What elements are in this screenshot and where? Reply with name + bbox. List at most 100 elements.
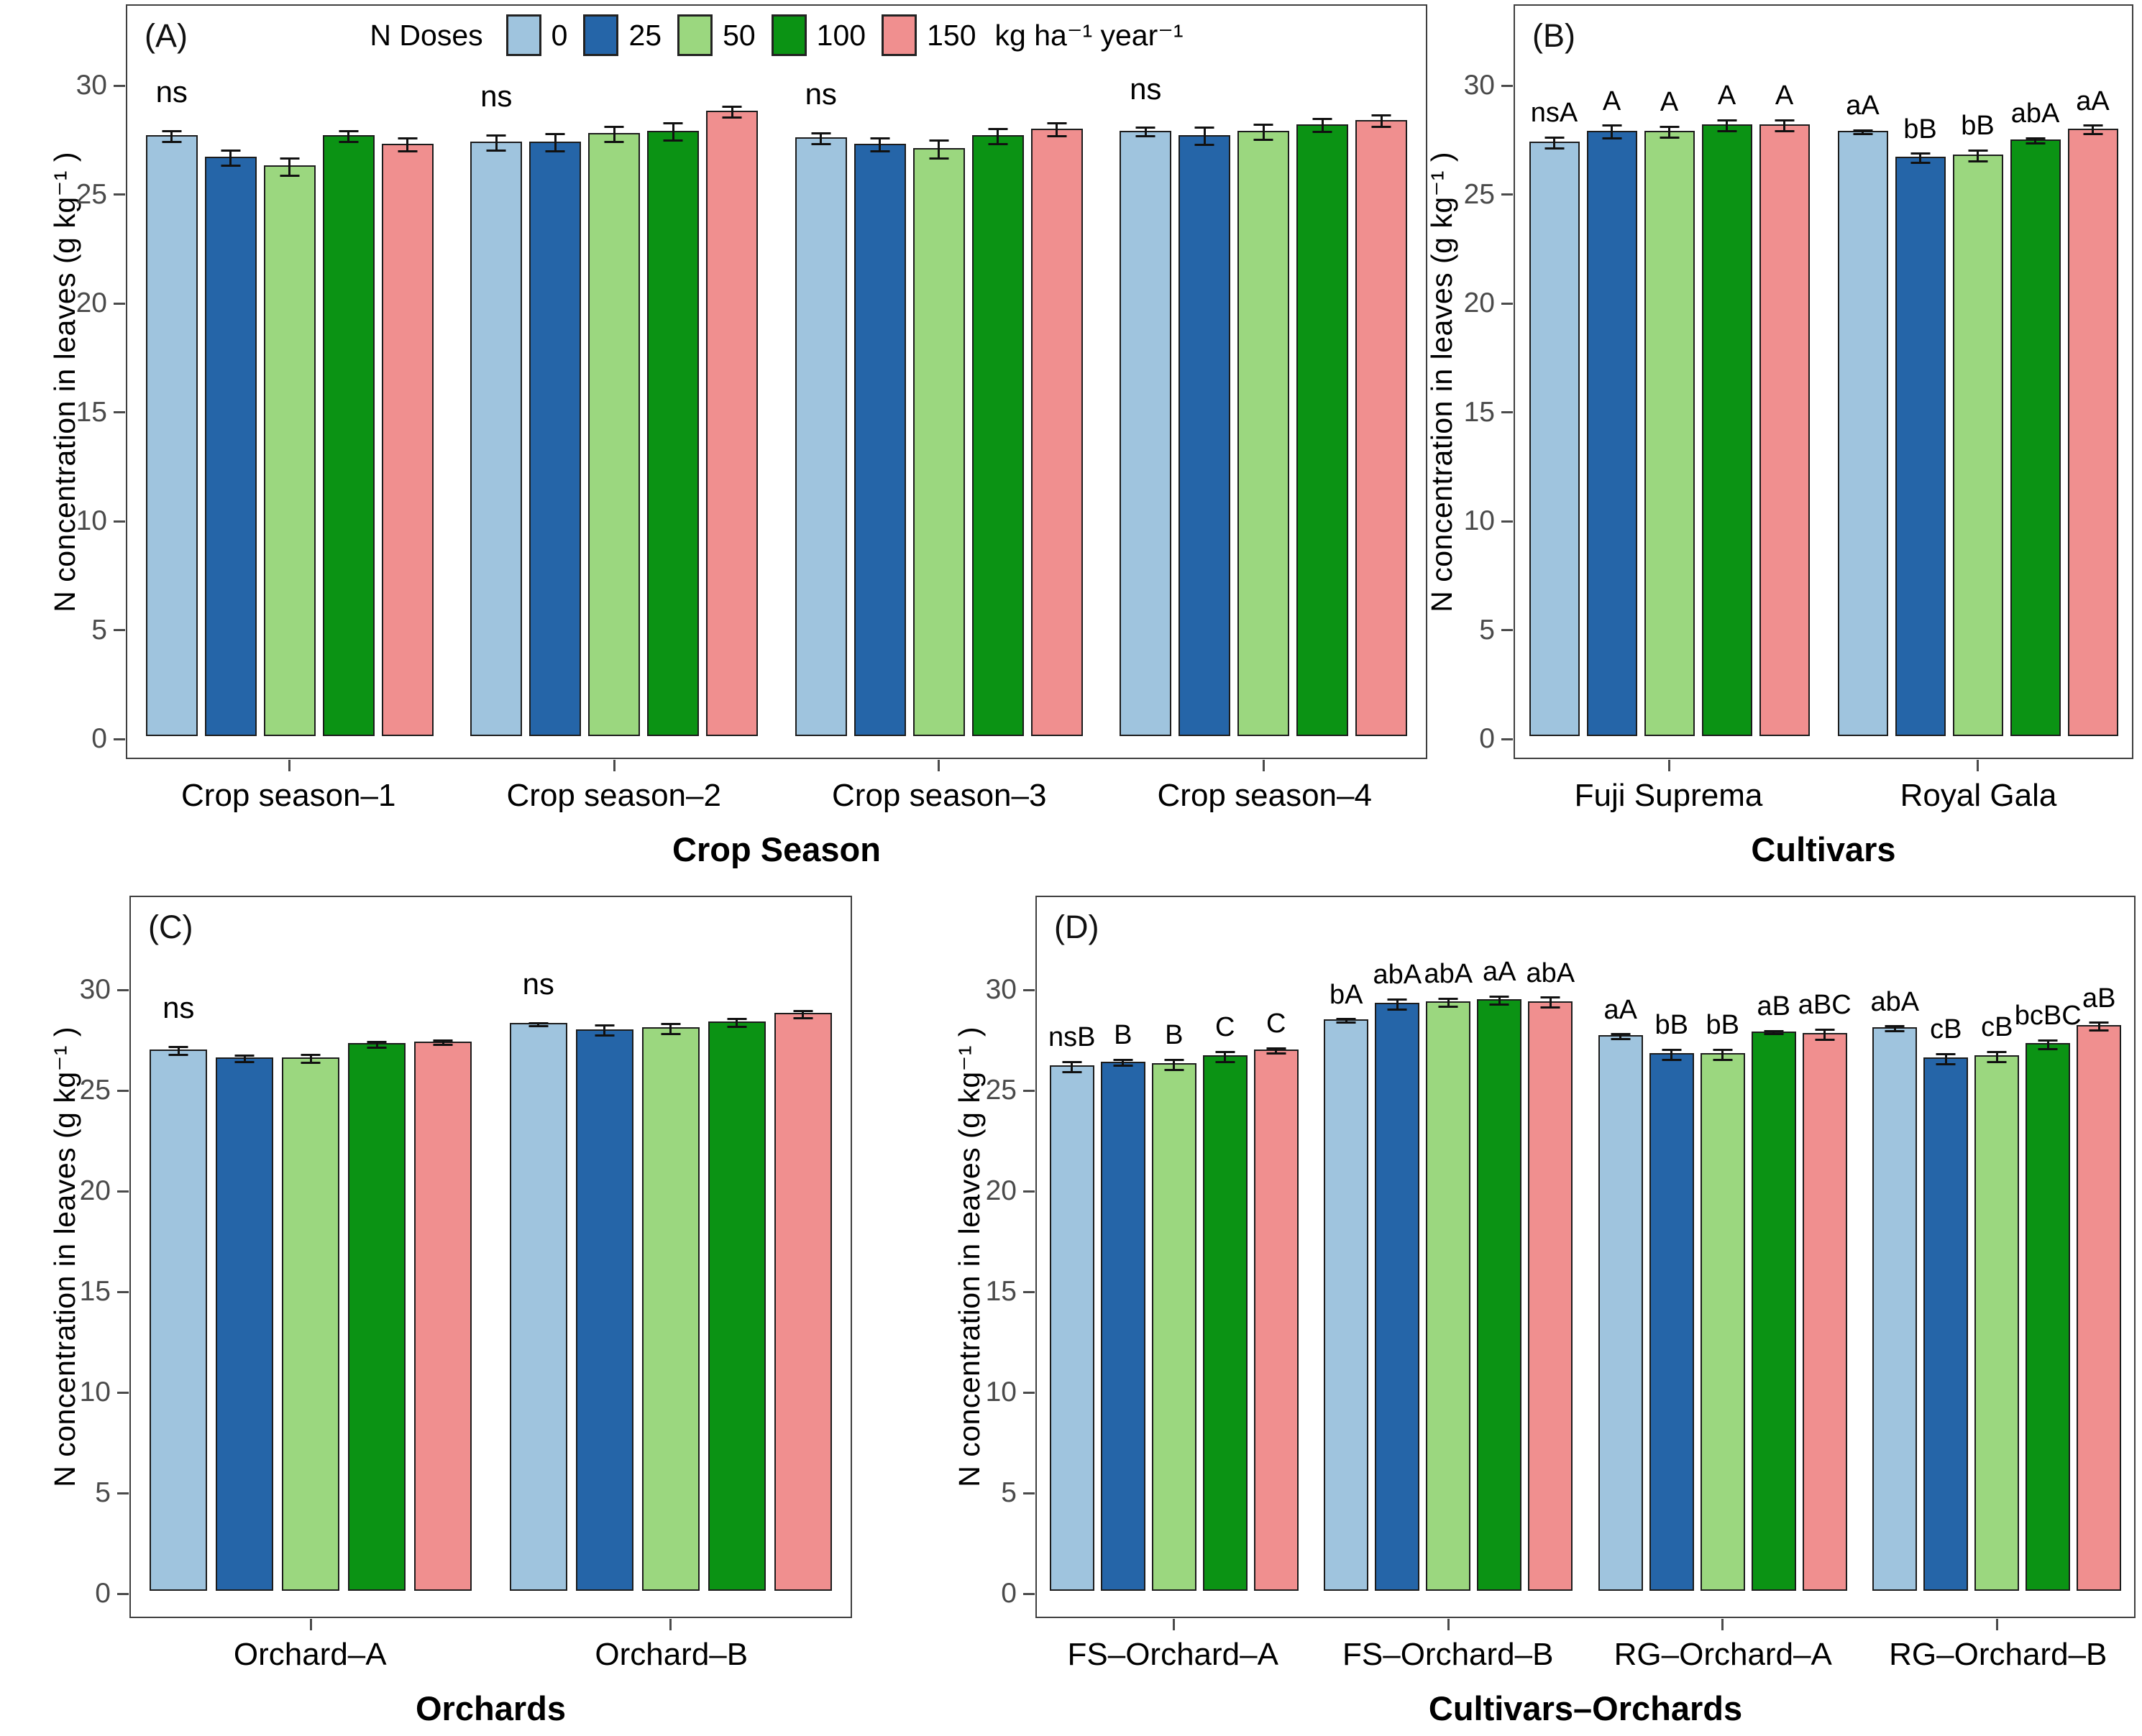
bar-group: ns (131, 897, 491, 1591)
bar-dose-50: A (1644, 87, 1695, 736)
x-category-label: Royal Gala (1900, 778, 2057, 813)
bar-groups: ns ns (131, 897, 851, 1591)
error-bar-cap-top (486, 134, 506, 137)
bar-dose-0: ns (1120, 72, 1172, 736)
bar-dose-0: nsA (1529, 98, 1580, 736)
x-category-label: Crop season–2 (506, 778, 721, 813)
bar-dose-0: ns (795, 77, 847, 736)
x-axis-title: Crop Season (672, 830, 881, 868)
error-bar-cap-top (1775, 119, 1794, 121)
y-tick-label: 10 (985, 1377, 1017, 1407)
error-bar-cap-top (1717, 119, 1736, 121)
bar-dose-150 (774, 1009, 832, 1591)
x-axis-title: Orchards (416, 1689, 566, 1727)
significance-letters: abA (1870, 986, 1920, 1017)
y-tick-label: 20 (985, 1175, 1017, 1206)
y-tick-mark (114, 629, 125, 631)
error-bar (1056, 123, 1058, 137)
bar-dose-25 (216, 1055, 274, 1591)
error-bar (879, 138, 882, 152)
significance-letters: C (1215, 1012, 1235, 1043)
x-category-label: FS–Orchard–B (1342, 1637, 1554, 1672)
error-bar (1919, 153, 1921, 163)
error-bar-cap-top (2089, 1021, 2109, 1024)
y-tick-mark (1501, 520, 1513, 523)
error-bar-cap-bottom (929, 157, 949, 160)
significance-letters: aB (2082, 983, 2116, 1014)
error-bar-cap-bottom (1266, 1052, 1286, 1055)
error-bar-cap-bottom (727, 1025, 747, 1028)
x-tick-mark (1721, 1619, 1724, 1630)
y-axis-title: N concentration in leaves (g kg⁻¹ ) (48, 151, 81, 612)
error-bar (1726, 120, 1728, 132)
error-bar-cap-top (2083, 124, 2102, 127)
error-bar (1619, 1034, 1622, 1039)
y-tick-label: 0 (1479, 723, 1495, 754)
bar-dose-100 (647, 122, 700, 736)
error-bar (1783, 120, 1785, 132)
y-tick-mark (114, 738, 125, 740)
bar-dose-100 (708, 1017, 766, 1591)
y-tick-mark (1023, 1391, 1035, 1394)
error-bar (1345, 1019, 1347, 1023)
error-bar (736, 1019, 738, 1027)
bar-dose-150: abA (1526, 958, 1575, 1591)
bar-group: nsB B B C C (1037, 897, 1312, 1591)
error-bar-cap-bottom (1438, 1005, 1458, 1008)
bar-dose-0: aA (1837, 91, 1888, 736)
y-axis-label-cell: N concentration in leaves (g kg⁻¹ ) (1370, 4, 1514, 759)
error-bar-cap-top (367, 1040, 387, 1043)
error-bar (1862, 130, 1864, 134)
bar-dose-150: C (1253, 1009, 1299, 1591)
y-tick-mark (1023, 988, 1035, 991)
error-bar (1224, 1052, 1227, 1062)
significance-letters: B (1114, 1020, 1132, 1051)
error-bar (1203, 127, 1206, 145)
error-bar (1275, 1048, 1278, 1054)
legend-entry: 0 (505, 14, 567, 56)
bar-dose-100: A (1701, 81, 1752, 736)
error-bar-cap-bottom (280, 174, 300, 177)
error-bar-cap-bottom (301, 1062, 321, 1065)
bar-dose-150: aA (2067, 86, 2118, 736)
significance-letters: A (1717, 81, 1736, 111)
legend-swatch (771, 14, 807, 56)
error-bar-cap-top (1713, 1048, 1733, 1051)
error-bar-cap-top (1662, 1048, 1682, 1051)
y-tick-label: 10 (79, 1377, 111, 1407)
significance-letters: nsB (1048, 1022, 1096, 1053)
y-tick-mark (1501, 84, 1513, 87)
panel-c-orchards: N concentration in leaves (g kg⁻¹ ) (C) 0 5… (0, 896, 852, 1728)
error-bar (1071, 1062, 1074, 1073)
error-bar-cap-top (1062, 1060, 1082, 1063)
error-bar-cap-top (1312, 118, 1332, 120)
significance-letters: abA (1424, 959, 1473, 990)
error-bar (2092, 125, 2094, 134)
y-tick-mark (1023, 1592, 1035, 1595)
y-tick-mark (1501, 411, 1513, 413)
significance-letters: aBC (1798, 990, 1852, 1021)
bar-group: bA abA abA aA abA (1312, 897, 1586, 1591)
error-bar (613, 127, 615, 142)
y-tick-label: 25 (79, 1075, 111, 1106)
error-bar-cap-bottom (1764, 1033, 1784, 1036)
error-bar (1144, 127, 1147, 137)
x-tick-labels: Fuji Suprema Royal Gala (1514, 759, 2133, 814)
significance-letters: A (1775, 81, 1794, 111)
error-bar (1447, 998, 1450, 1007)
y-tick-label: 25 (1463, 178, 1495, 210)
legend-entry-label: 25 (628, 18, 662, 52)
y-tick-label: 20 (75, 288, 107, 318)
error-bar-cap-bottom (1815, 1038, 1835, 1041)
error-bar-cap-bottom (1336, 1021, 1356, 1024)
error-bar (243, 1055, 246, 1062)
error-bar-cap-bottom (2026, 142, 2045, 144)
legend-swatch (505, 14, 541, 56)
bar-group: aA bB bB aB aBC (1585, 897, 1860, 1591)
significance-letters: nsA (1530, 98, 1578, 129)
error-bar-cap-top (604, 125, 624, 128)
significance-letters: bB (1706, 1010, 1739, 1041)
error-bar-cap-bottom (162, 140, 182, 143)
error-bar (2097, 1022, 2100, 1031)
